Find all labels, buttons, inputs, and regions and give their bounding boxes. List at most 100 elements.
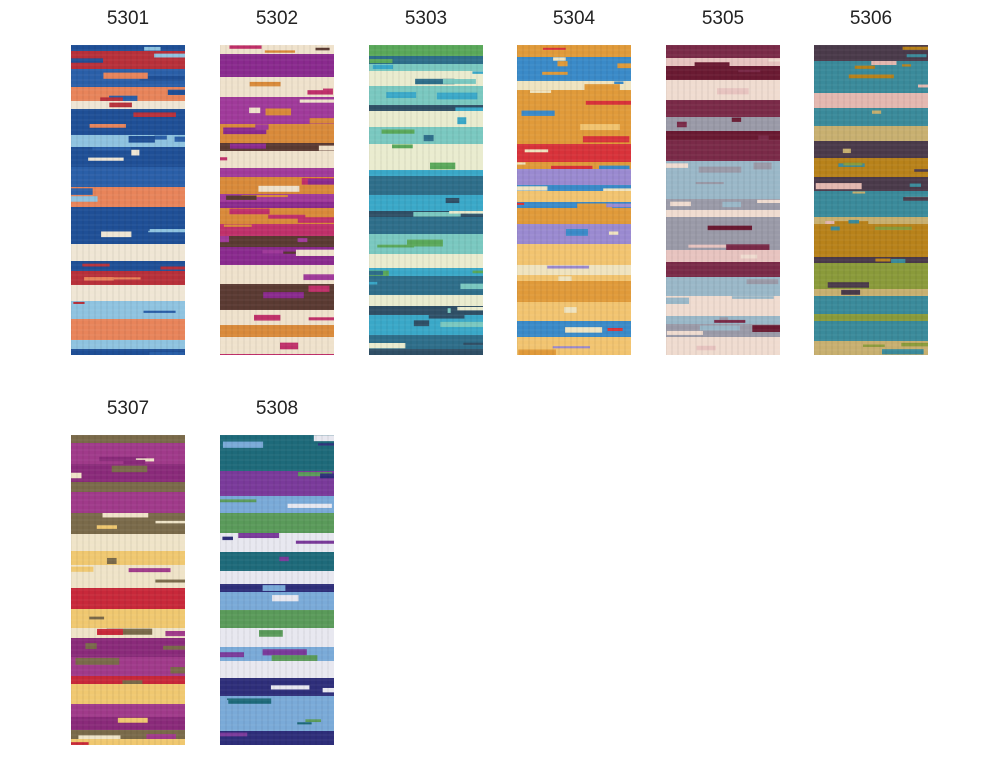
- speckle: [551, 165, 593, 170]
- speckle: [436, 281, 456, 284]
- speckle: [154, 135, 167, 140]
- speckle: [97, 628, 123, 636]
- speckle: [442, 79, 476, 84]
- stripe: [814, 241, 928, 257]
- speckle: [231, 119, 256, 123]
- stripe: [71, 207, 185, 224]
- stripe: [666, 262, 780, 277]
- yarn-swatch[interactable]: [71, 435, 185, 745]
- speckle: [577, 203, 613, 210]
- yarn-swatch[interactable]: [369, 45, 483, 355]
- speckle: [599, 165, 630, 171]
- speckle: [875, 258, 891, 262]
- stripe: [71, 319, 185, 340]
- speckle: [139, 75, 185, 81]
- stripe: [814, 321, 928, 341]
- stripe: [220, 65, 334, 77]
- speckle: [146, 734, 176, 742]
- stripe: [814, 126, 928, 141]
- speckle: [696, 345, 716, 351]
- speckle: [226, 698, 272, 704]
- speckle: [666, 163, 689, 168]
- speckle: [314, 703, 334, 707]
- speckle: [92, 147, 131, 151]
- speckle: [570, 144, 580, 149]
- yarn-swatch[interactable]: [71, 45, 185, 355]
- speckle: [297, 472, 333, 477]
- speckle: [308, 285, 330, 292]
- speckle: [377, 244, 415, 248]
- speckle: [381, 129, 415, 134]
- speckle: [415, 78, 455, 85]
- speckle: [902, 64, 912, 67]
- speckle: [881, 349, 924, 355]
- speckle: [135, 615, 170, 620]
- stripe: [71, 638, 185, 657]
- speckle: [848, 219, 860, 224]
- speckle: [107, 557, 117, 564]
- stripe: [71, 684, 185, 704]
- speckle: [815, 183, 862, 190]
- speckle: [220, 700, 229, 707]
- speckle: [405, 307, 448, 315]
- stripe: [666, 100, 780, 117]
- stripe: [220, 354, 334, 355]
- stripe: [220, 224, 334, 236]
- speckle: [229, 208, 270, 215]
- speckle: [722, 201, 741, 208]
- speckle: [287, 503, 332, 508]
- speckle: [862, 344, 885, 347]
- speckle: [106, 628, 153, 635]
- speckle: [463, 342, 483, 345]
- speckle: [731, 117, 742, 122]
- speckle: [85, 643, 97, 649]
- stripe: [220, 301, 334, 310]
- speckle: [223, 127, 267, 135]
- speckle: [318, 145, 334, 151]
- stripe: [517, 81, 631, 90]
- speckle: [128, 568, 171, 573]
- speckle: [283, 251, 300, 254]
- yarn-swatch[interactable]: [666, 45, 780, 355]
- speckle: [676, 121, 687, 128]
- stripe: [814, 296, 928, 314]
- speckle: [272, 595, 299, 602]
- stripe: [220, 471, 334, 482]
- yarn-swatch[interactable]: [814, 45, 928, 355]
- stripe: [814, 314, 928, 321]
- speckle: [842, 148, 851, 154]
- yarn-swatch[interactable]: [220, 45, 334, 355]
- stripe: [71, 676, 185, 684]
- speckle: [521, 110, 555, 116]
- stripe: [71, 301, 185, 319]
- speckle: [704, 286, 725, 294]
- speckle: [707, 225, 753, 231]
- speckle: [901, 342, 928, 347]
- speckle: [738, 70, 761, 73]
- speckle: [719, 317, 729, 321]
- yarn-swatch[interactable]: [517, 45, 631, 355]
- speckle: [88, 157, 124, 161]
- speckle: [170, 667, 185, 674]
- speckle: [165, 174, 174, 182]
- speckle: [460, 283, 483, 290]
- stripe: [71, 147, 185, 167]
- speckle: [111, 465, 148, 473]
- speckle: [308, 317, 334, 321]
- speckle: [564, 307, 577, 313]
- speckle: [262, 250, 284, 254]
- speckle: [742, 305, 760, 309]
- speckle: [307, 178, 334, 185]
- yarn-swatch[interactable]: [220, 435, 334, 745]
- speckle: [277, 146, 318, 150]
- stripe: [369, 111, 483, 127]
- speckle: [226, 195, 257, 200]
- speckle: [688, 244, 727, 248]
- speckle: [220, 236, 229, 243]
- stripe: [71, 244, 185, 261]
- stripe: [71, 482, 185, 492]
- speckle: [117, 264, 132, 271]
- speckle: [553, 57, 566, 61]
- speckle: [423, 134, 434, 142]
